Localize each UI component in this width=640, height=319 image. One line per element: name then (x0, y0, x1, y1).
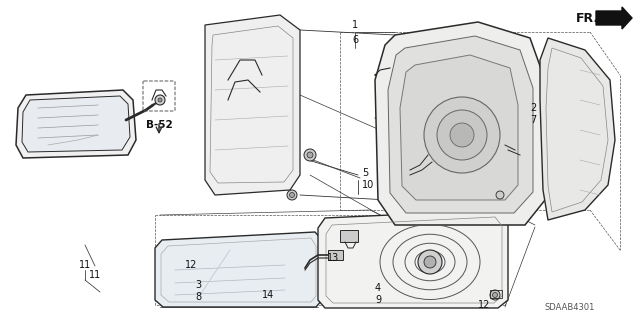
Text: 4: 4 (375, 283, 381, 293)
Circle shape (496, 191, 504, 199)
Circle shape (289, 192, 294, 197)
Polygon shape (375, 22, 545, 225)
Text: 5: 5 (362, 168, 368, 178)
Polygon shape (22, 96, 130, 152)
Bar (340, 230, 358, 242)
Text: 13: 13 (327, 253, 339, 263)
Polygon shape (388, 36, 533, 213)
Circle shape (424, 256, 436, 268)
Text: 8: 8 (195, 292, 201, 302)
Circle shape (490, 290, 500, 300)
Text: 12: 12 (478, 300, 490, 310)
Text: 1: 1 (352, 20, 358, 30)
Polygon shape (16, 90, 136, 158)
Text: SDAAB4301: SDAAB4301 (545, 303, 595, 313)
Text: 11: 11 (79, 260, 91, 270)
Bar (490, 290, 502, 298)
Polygon shape (155, 232, 322, 307)
Text: B-52: B-52 (146, 120, 172, 130)
Circle shape (287, 190, 297, 200)
Circle shape (450, 123, 474, 147)
Bar (328, 250, 343, 260)
Polygon shape (540, 38, 615, 220)
Circle shape (155, 95, 165, 105)
Polygon shape (596, 7, 632, 29)
Circle shape (158, 98, 162, 102)
Circle shape (493, 293, 497, 298)
Text: 3: 3 (195, 280, 201, 290)
Circle shape (424, 97, 500, 173)
Circle shape (437, 110, 487, 160)
Text: FR.: FR. (576, 11, 599, 25)
Text: 6: 6 (352, 35, 358, 45)
Circle shape (304, 149, 316, 161)
Text: 12: 12 (185, 260, 197, 270)
Text: 9: 9 (375, 295, 381, 305)
Polygon shape (205, 15, 300, 195)
Text: 14: 14 (262, 290, 275, 300)
Circle shape (307, 152, 313, 158)
Text: 2: 2 (530, 103, 536, 113)
Text: 10: 10 (362, 180, 374, 190)
Text: 7: 7 (530, 115, 536, 125)
Polygon shape (318, 210, 508, 308)
Circle shape (418, 250, 442, 274)
Text: 11: 11 (89, 270, 101, 280)
Polygon shape (400, 55, 518, 200)
